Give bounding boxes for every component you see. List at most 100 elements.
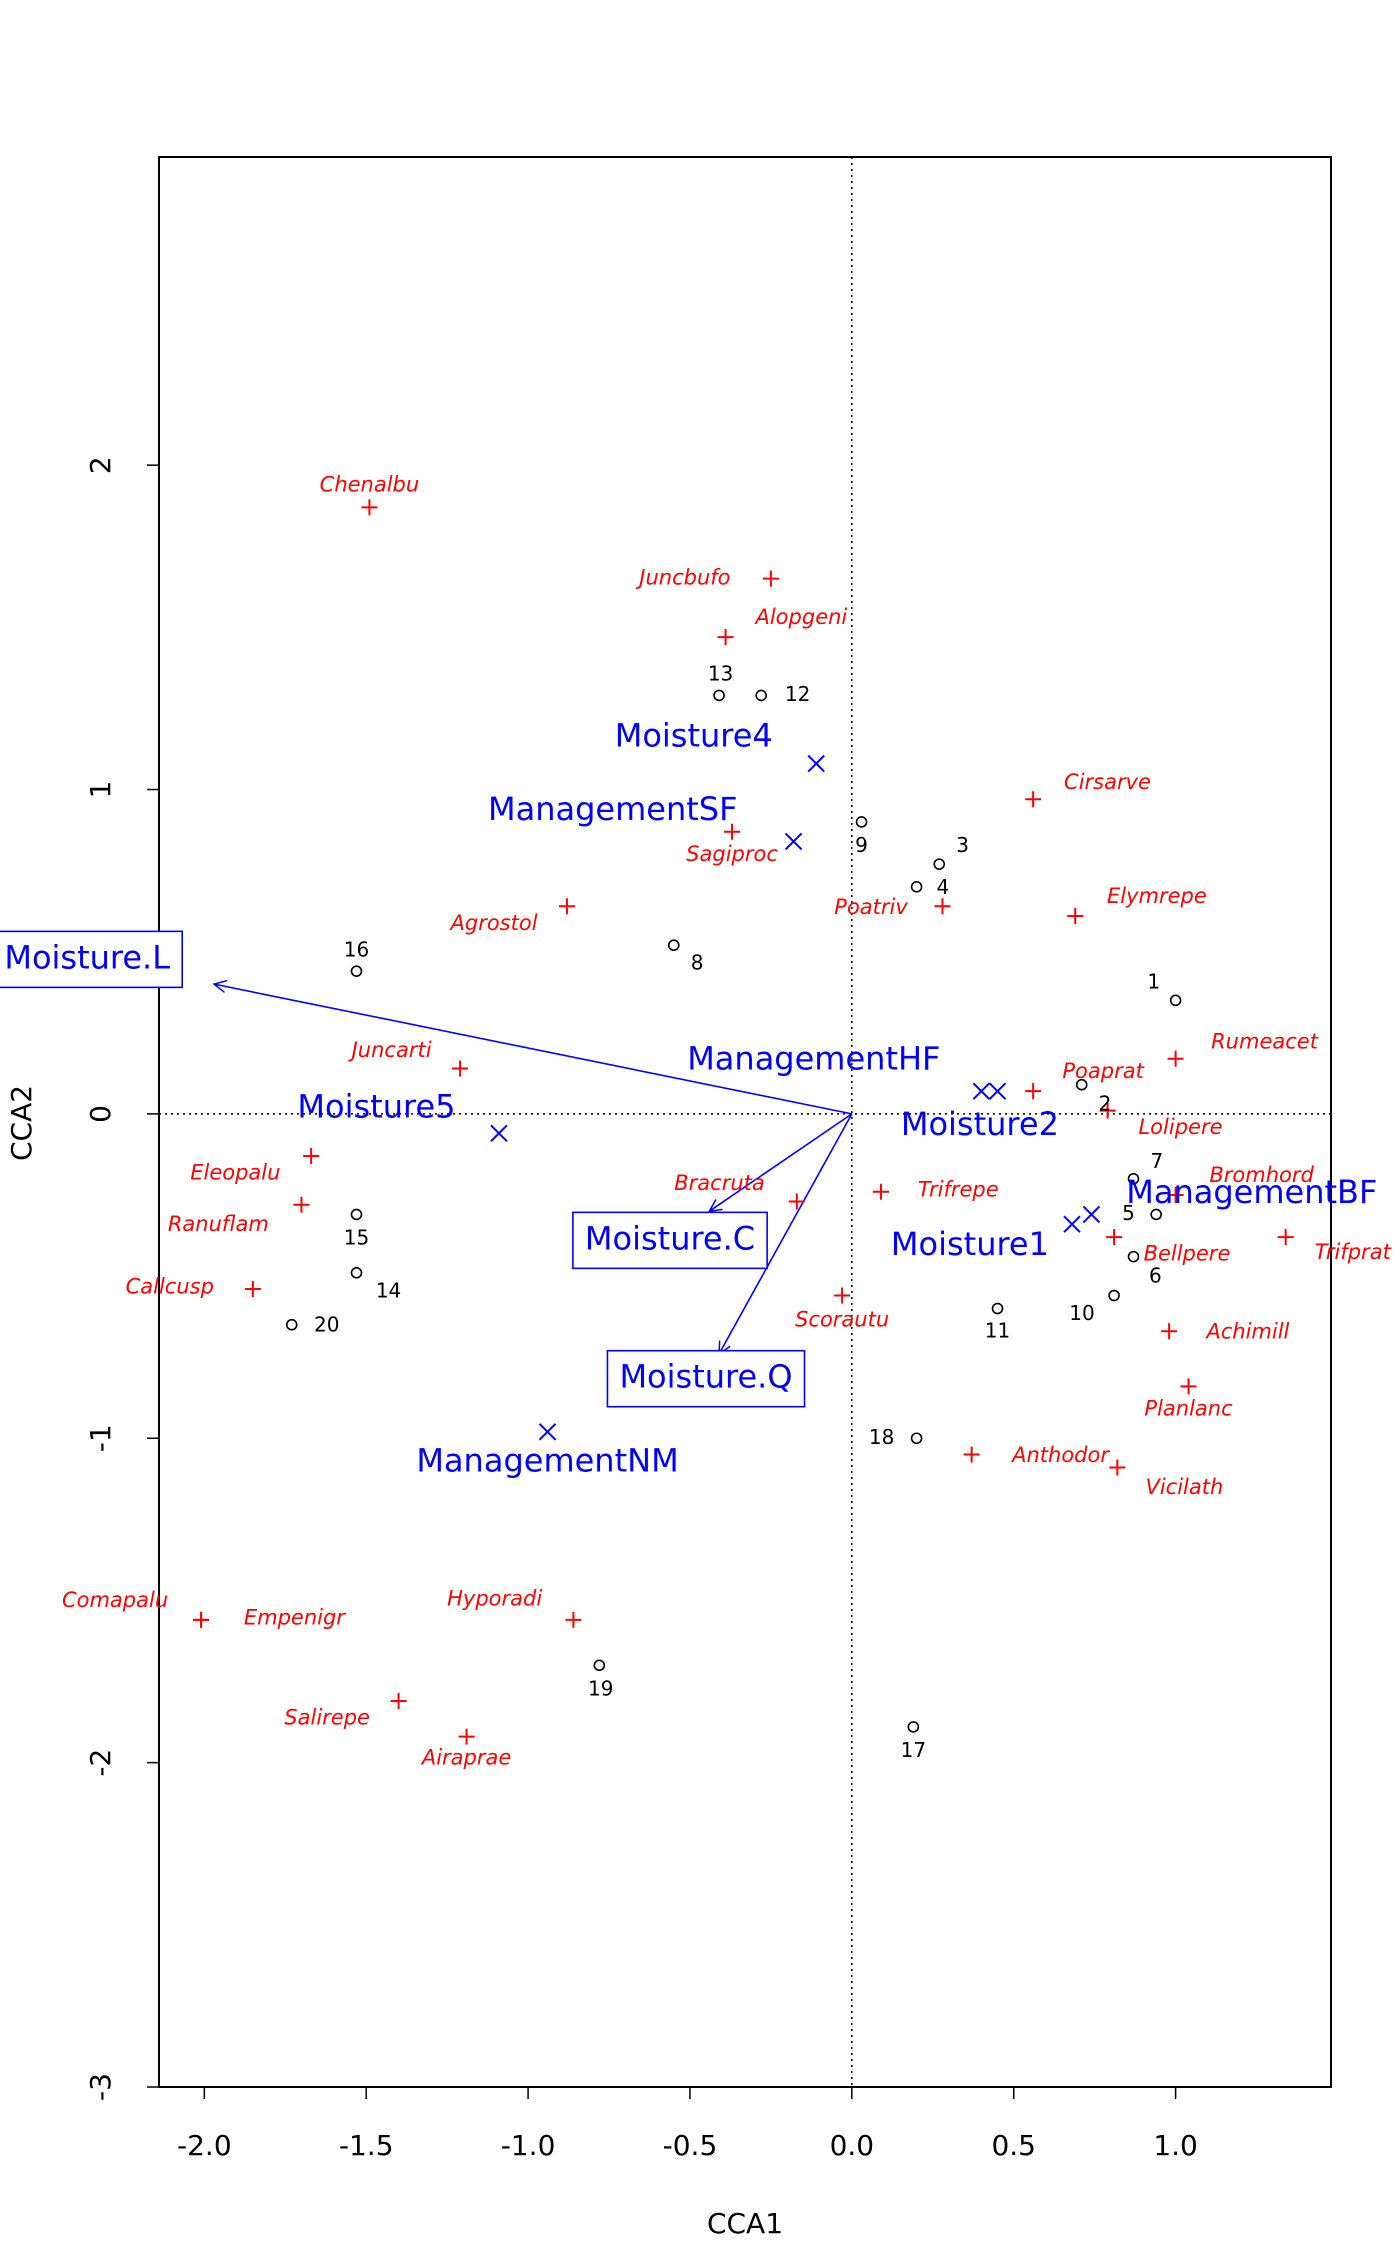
- centroid-point: [490, 1124, 508, 1143]
- x-axis-title: CCA1: [707, 2207, 783, 2240]
- species-label: Empenigr: [244, 1605, 346, 1629]
- y-tick-label: -3: [84, 2073, 117, 2101]
- species-label: Hyporadi: [447, 1586, 542, 1610]
- species-label: Eleopalu: [190, 1161, 280, 1185]
- y-tick-label: 1: [84, 781, 117, 799]
- species-point: [303, 1148, 320, 1165]
- site-label: 11: [985, 1318, 1010, 1342]
- y-tick-label: -2: [84, 1749, 117, 1777]
- species-label: Juncbufo: [635, 566, 730, 590]
- site-point: [1169, 994, 1182, 1007]
- centroid-point: [1082, 1205, 1101, 1224]
- species-label: Cirsarve: [1064, 770, 1151, 794]
- x-tick-label: -1.0: [501, 2129, 556, 2162]
- species-label: Elymrepe: [1107, 884, 1207, 908]
- species-point: [565, 1611, 582, 1628]
- centroid-label: ManagementBF: [1126, 1173, 1377, 1211]
- arrow-label-box: [0, 930, 184, 989]
- species-point: [293, 1196, 310, 1213]
- species-label: Rumeacet: [1211, 1030, 1319, 1054]
- site-point: [907, 1721, 920, 1733]
- site-label: 18: [869, 1425, 894, 1449]
- site-point: [285, 1318, 298, 1331]
- site-point: [350, 1267, 363, 1279]
- species-point: [458, 1728, 475, 1745]
- species-point: [1167, 1050, 1184, 1067]
- species-point: [1106, 1229, 1123, 1246]
- species-label: Planlanc: [1144, 1397, 1233, 1421]
- site-point: [1150, 1208, 1162, 1221]
- site-label: 17: [901, 1738, 926, 1762]
- species-label: Sagiproc: [686, 842, 778, 866]
- site-label: 1: [1147, 969, 1160, 993]
- species-label: Scorautu: [795, 1307, 889, 1331]
- site-point: [855, 816, 868, 828]
- site-label: 10: [1069, 1301, 1094, 1325]
- y-axis-title: CCA2: [5, 1085, 38, 1161]
- centroid-label: Moisture2: [901, 1105, 1059, 1143]
- species-label: Lolipere: [1138, 1115, 1222, 1139]
- species-label: Trifprat: [1315, 1240, 1392, 1264]
- centroid-label: ManagementSF: [488, 790, 738, 828]
- site-label: 7: [1150, 1149, 1163, 1173]
- x-tick-label: -0.5: [663, 2129, 718, 2162]
- species-label: Ranuflam: [168, 1212, 269, 1236]
- site-label: 8: [691, 951, 704, 975]
- species-point: [558, 898, 575, 915]
- centroid-point: [538, 1423, 557, 1441]
- centroid-point: [1063, 1215, 1081, 1233]
- y-tick-label: 2: [84, 456, 117, 474]
- site-label: 6: [1149, 1264, 1162, 1288]
- species-label: Agrostol: [449, 911, 538, 935]
- site-point: [713, 689, 725, 702]
- species-point: [762, 570, 779, 587]
- species-label: Anthodor: [1010, 1443, 1110, 1467]
- species-label: Bracruta: [674, 1171, 765, 1195]
- centroid-label: ManagementNM: [416, 1441, 678, 1479]
- species-point: [834, 1287, 851, 1304]
- biplot-arrow: [214, 984, 852, 1115]
- y-tick-label: 0: [84, 1105, 117, 1123]
- species-label: Chenalbu: [320, 472, 420, 496]
- species-point: [788, 1193, 805, 1210]
- site-label: 3: [956, 833, 969, 857]
- biplot-arrow: [719, 1113, 853, 1354]
- species-point: [724, 823, 741, 840]
- site-point: [593, 1659, 606, 1672]
- arrow-label-box: [606, 1349, 806, 1408]
- species-label: Callcusp: [126, 1275, 214, 1299]
- species-label: Bellpere: [1144, 1242, 1231, 1266]
- species-label: Achimill: [1204, 1320, 1289, 1344]
- species-point: [1109, 1459, 1126, 1476]
- site-point: [1108, 1289, 1120, 1302]
- site-label: 19: [588, 1677, 613, 1701]
- species-point: [1161, 1323, 1178, 1340]
- species-label: Juncarti: [348, 1038, 432, 1062]
- site-point: [910, 1432, 923, 1445]
- centroid-label: ManagementHF: [687, 1040, 940, 1078]
- y-tick-label: -1: [84, 1424, 117, 1452]
- species-point: [193, 1611, 210, 1628]
- centroid-label: Moisture4: [615, 716, 773, 754]
- centroid-point: [988, 1082, 1007, 1100]
- arrow-label-box: [572, 1211, 768, 1270]
- site-point: [350, 965, 363, 977]
- species-point: [1180, 1378, 1197, 1395]
- site-label: 5: [1122, 1201, 1135, 1225]
- arrow-label: Moisture.C: [585, 1219, 755, 1257]
- centroid-point: [784, 832, 803, 851]
- species-point: [1277, 1229, 1294, 1246]
- species-label: Airaprae: [420, 1746, 511, 1770]
- site-label: 20: [314, 1313, 339, 1337]
- x-tick-label: 1.0: [1153, 2129, 1198, 2162]
- species-label: Poatriv: [834, 895, 908, 919]
- species-point: [390, 1693, 407, 1709]
- site-label: 9: [855, 833, 868, 857]
- site-label: 13: [708, 662, 733, 686]
- site-point: [1075, 1078, 1088, 1091]
- centroid-point: [972, 1082, 991, 1100]
- species-point: [244, 1281, 261, 1298]
- site-label: 2: [1099, 1092, 1112, 1116]
- species-point: [1025, 791, 1042, 808]
